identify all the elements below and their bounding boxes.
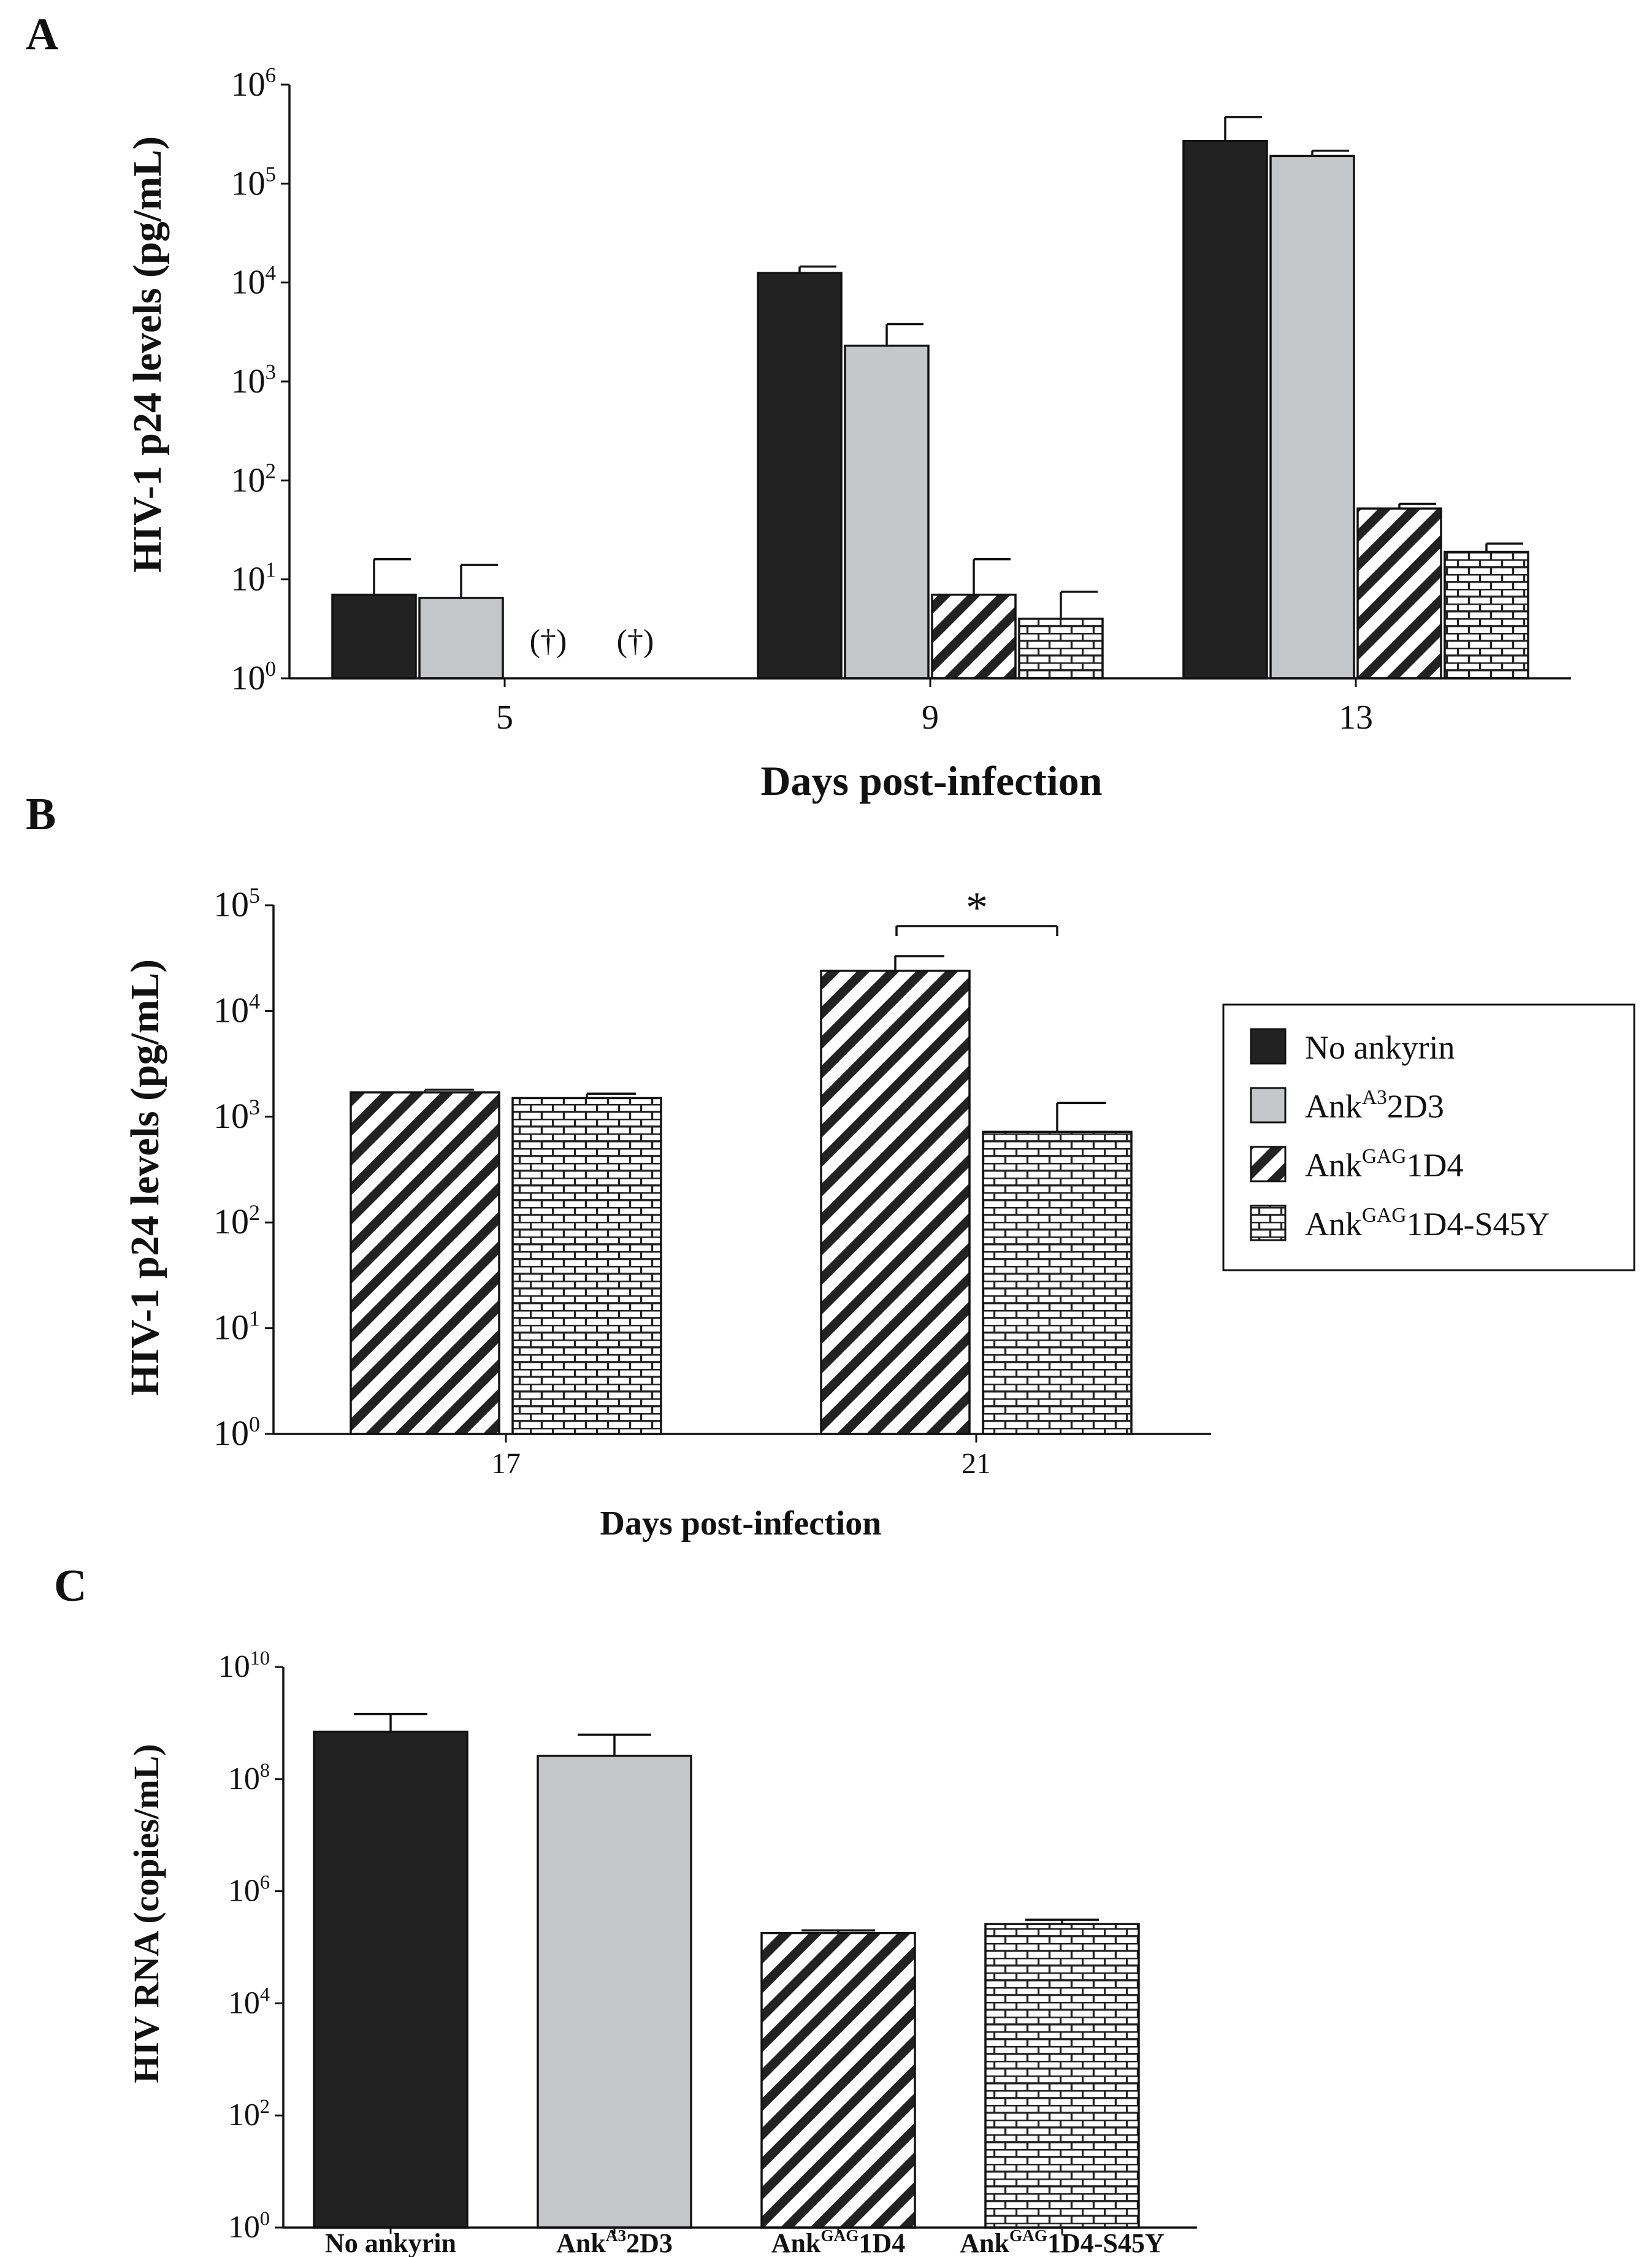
- x-tick-label: 13: [1339, 699, 1373, 737]
- panel-label-c: C: [54, 1561, 86, 1611]
- y-tick-label: 103: [213, 1095, 260, 1136]
- y-tick-label: 106: [231, 63, 276, 104]
- panel-label-b: B: [26, 789, 56, 840]
- y-tick-label: 104: [231, 261, 276, 302]
- bar: [537, 1755, 692, 2229]
- chart-b-axes: 100 101 102 103 104 105 17 21: [213, 883, 1211, 1480]
- chart-b-x-axis-label: Days post-infection: [600, 1504, 882, 1542]
- bar: [760, 1931, 916, 2229]
- y-tick-label: 102: [213, 1200, 260, 1241]
- bar: [820, 970, 971, 1435]
- chart-b-annotations: *: [895, 883, 1058, 936]
- chart-a-y-axis-label: HIV-1 p24 levels (pg/mL): [125, 136, 170, 573]
- bar: [1356, 507, 1442, 680]
- bar: [1018, 618, 1104, 680]
- x-tick-label: 5: [496, 699, 513, 737]
- x-tick-label: AnkGAG1D4: [771, 2226, 906, 2257]
- bar: [331, 593, 417, 680]
- bar: [313, 1730, 468, 2229]
- chart-a: (†) (†) 100 101 102 103 104 105 106 5 9 13 HIV-1 p…: [125, 63, 1571, 804]
- x-tick-label: 9: [922, 699, 939, 737]
- chart-a-annotations: (†) (†): [530, 624, 654, 659]
- chart-a-axes: 100 101 102 103 104 105 106 5 9 13: [231, 63, 1571, 737]
- legend-label: AnkA32D3: [1305, 1086, 1444, 1125]
- y-tick-label: 103: [231, 360, 276, 400]
- x-tick-label: AnkGAG1D4-S45Y: [960, 2226, 1164, 2257]
- bar: [984, 1923, 1140, 2229]
- legend-box: [1222, 1003, 1635, 1271]
- y-tick-label: 104: [213, 989, 260, 1030]
- bar: [418, 597, 504, 680]
- panel-label-a: A: [26, 9, 58, 59]
- y-tick-label: 100: [231, 657, 276, 697]
- y-tick-label: 104: [228, 1983, 270, 2020]
- y-tick-label: 101: [213, 1306, 260, 1347]
- chart-c-y-axis-label: HIV RNA (copies/mL): [126, 1744, 166, 2083]
- y-tick-label: 1010: [218, 1647, 270, 1684]
- bar: [1182, 139, 1268, 680]
- bar: [931, 593, 1017, 680]
- x-tick-label: 17: [491, 1447, 521, 1480]
- y-tick-label: 101: [231, 558, 276, 599]
- legend-swatch: [1250, 1087, 1287, 1124]
- bar: [350, 1091, 500, 1435]
- annotation-dagger: (†): [530, 624, 567, 659]
- legend-label: No ankyrin: [1305, 1029, 1455, 1066]
- legend-swatch: [1250, 1146, 1287, 1182]
- chart-a-x-axis-label: Days post-infection: [760, 757, 1102, 804]
- bar: [982, 1130, 1133, 1435]
- chart-b-y-axis-label: HIV-1 p24 levels (pg/mL): [123, 959, 167, 1396]
- bar: [844, 344, 930, 680]
- x-tick-label: 21: [962, 1447, 991, 1480]
- bar: [1269, 155, 1355, 680]
- chart-b-bars: [350, 955, 1133, 1435]
- legend-items: No ankyrin AnkA32D3 AnkGAG1D4 AnkGAG1D4-S45…: [1250, 1028, 1550, 1243]
- bar: [511, 1097, 662, 1435]
- bar: [757, 272, 843, 680]
- x-tick-label: No ankyrin: [325, 2228, 456, 2257]
- chart-c-bars: [313, 1712, 1140, 2229]
- chart-a-bars: [331, 116, 1529, 680]
- legend: No ankyrin AnkA32D3 AnkGAG1D4 AnkGAG1D4-S45…: [1222, 1003, 1635, 1271]
- annotation-dagger: (†): [617, 624, 654, 659]
- x-tick-label: AnkA32D3: [556, 2226, 673, 2257]
- y-tick-label: 102: [231, 459, 276, 499]
- y-tick-label: 105: [213, 883, 260, 924]
- chart-c-axes: 100 102 104 106 108 1010 No ankyrin AnkA32D3 Ank…: [218, 1647, 1197, 2257]
- chart-c: 100 102 104 106 108 1010 No ankyrin AnkA32D3 Ank…: [126, 1647, 1197, 2257]
- y-tick-label: 105: [231, 162, 276, 202]
- legend-label: AnkGAG1D4-S45Y: [1305, 1204, 1550, 1243]
- legend-label: AnkGAG1D4: [1305, 1145, 1464, 1184]
- y-tick-label: 100: [213, 1412, 260, 1453]
- legend-swatch: [1250, 1205, 1287, 1241]
- y-tick-label: 100: [228, 2207, 270, 2245]
- chart-b: * 100 101 102 103 104 105 17 21 HIV-1 p24 level…: [123, 883, 1211, 1542]
- y-tick-label: 106: [228, 1871, 270, 1909]
- significance-star: *: [966, 883, 988, 932]
- y-tick-label: 108: [228, 1759, 270, 1796]
- legend-swatch: [1250, 1028, 1287, 1065]
- bar: [1444, 550, 1529, 680]
- y-tick-label: 102: [228, 2095, 270, 2132]
